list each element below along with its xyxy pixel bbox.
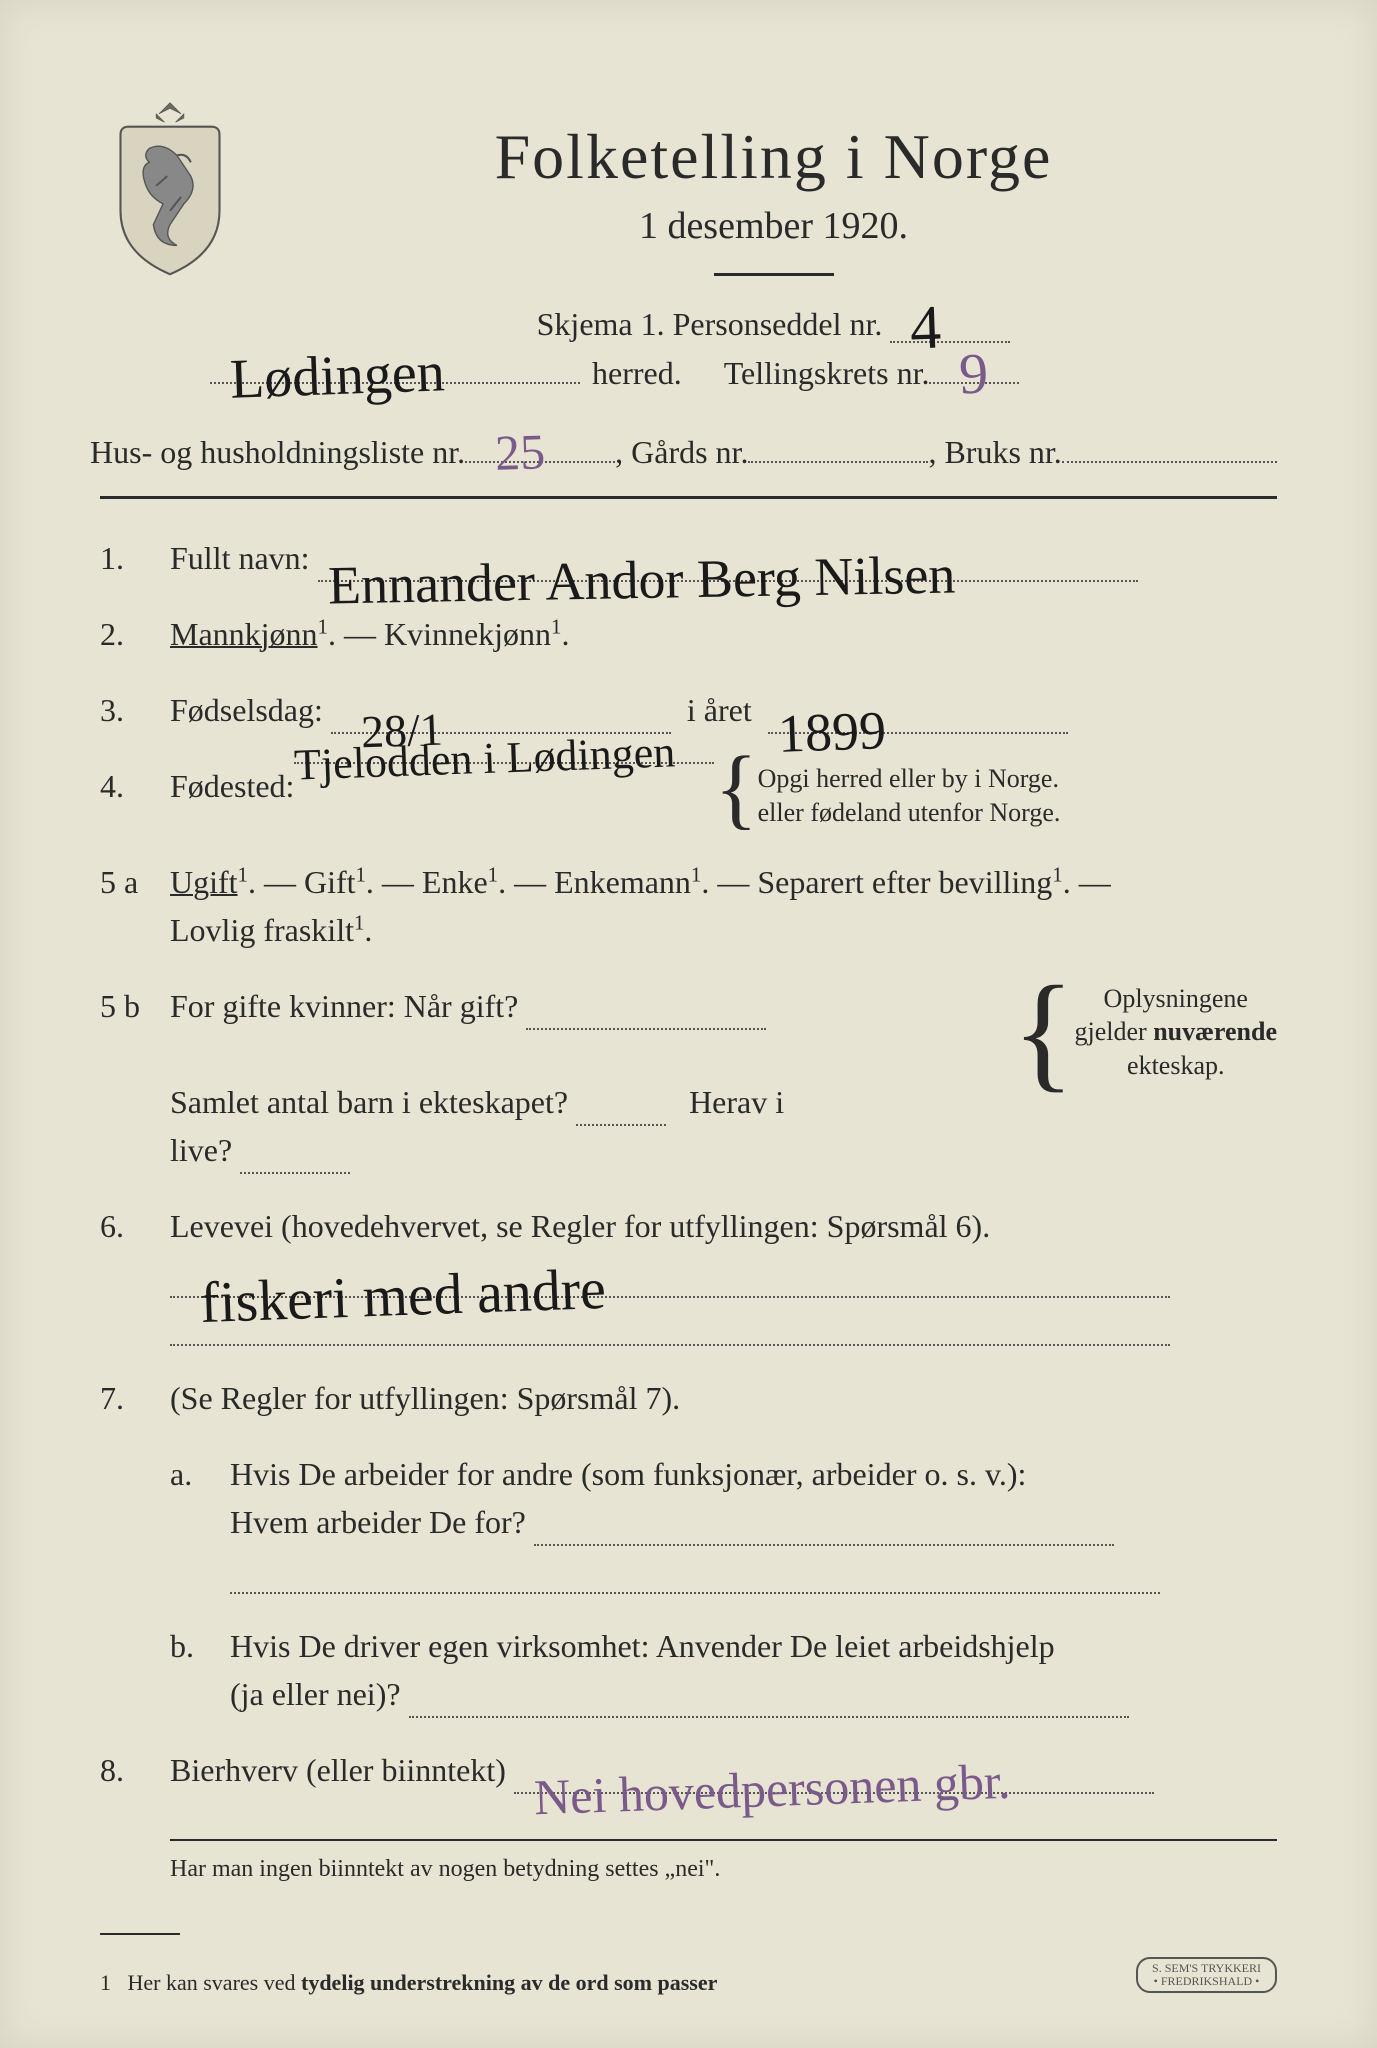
q7a-line1: Hvis De arbeider for andre (som funksjon…	[230, 1456, 1026, 1492]
q6-row: 6. Levevei (hovedehvervet, se Regler for…	[100, 1202, 1277, 1346]
q5b-line2: Samlet antal barn i ekteskapet?	[170, 1084, 568, 1120]
meta-row-3: Hus- og husholdningsliste nr. 25 , Gårds…	[90, 434, 1277, 471]
q5a-num: 5 a	[100, 858, 160, 906]
q5a-gift: Gift	[304, 864, 356, 900]
q2-row: 2. Mannkjønn1. — Kvinnekjønn1.	[100, 610, 1277, 658]
q3-num: 3.	[100, 686, 160, 734]
main-title: Folketelling i Norge	[270, 120, 1277, 194]
q6-value: fiskeri med andre	[199, 1245, 608, 1346]
q5a-ugift: Ugift	[170, 864, 238, 900]
meta-row-2: Lødingen herred. Tellingskrets nr. 9	[270, 355, 1277, 392]
q7-row: 7. (Se Regler for utfyllingen: Spørsmål …	[100, 1374, 1277, 1422]
tellingskrets-label: Tellingskrets nr.	[724, 355, 930, 392]
q7a-row: a. Hvis De arbeider for andre (som funks…	[100, 1450, 1277, 1594]
divider-main	[100, 496, 1277, 499]
footnote-rule-1	[170, 1839, 1277, 1841]
q7b-row: b. Hvis De driver egen virksomhet: Anven…	[100, 1622, 1277, 1718]
personseddel-nr: 4	[909, 292, 942, 364]
header: Folketelling i Norge 1 desember 1920. Sk…	[100, 120, 1277, 404]
q3-row: 3. Fødselsdag: 28/1 i året 1899	[100, 686, 1277, 734]
q4-num: 4.	[100, 762, 160, 810]
q7a-letter: a.	[170, 1450, 192, 1498]
q5a-fraskilt: Lovlig fraskilt	[170, 912, 354, 948]
q5b-line1: For gifte kvinner: Når gift?	[170, 988, 518, 1024]
gards-label: , Gårds nr.	[615, 434, 748, 471]
q1-num: 1.	[100, 534, 160, 582]
printer-stamp: S. SEM'S TRYKKERI • FREDRIKSHALD •	[1136, 1957, 1277, 1993]
q8-value: Nei hovedpersonen gbr.	[533, 1743, 1012, 1835]
q5a-enkemann: Enkemann	[554, 864, 691, 900]
footnote-2: 1 Her kan svares ved tydelig understrekn…	[100, 1970, 1277, 1996]
q7-label: (Se Regler for utfyllingen: Spørsmål 7).	[170, 1380, 680, 1416]
q8-row: 8. Bierhverv (eller biinntekt) Nei hoved…	[100, 1746, 1277, 1794]
q7b-line1: Hvis De driver egen virksomhet: Anvender…	[230, 1628, 1055, 1664]
q4-label: Fødested:	[170, 762, 294, 810]
q4-row: 4. Fødested: Tjelodden i Lødingen { Opgi…	[100, 762, 1277, 830]
short-rule	[100, 1933, 180, 1935]
q6-label: Levevei (hovedehvervet, se Regler for ut…	[170, 1208, 990, 1244]
date-line: 1 desember 1920.	[270, 204, 1277, 248]
title-block: Folketelling i Norge 1 desember 1920. Sk…	[270, 120, 1277, 404]
q4-note: Opgi herred eller by i Norge. eller føde…	[758, 762, 1061, 830]
skjema-label: Skjema 1. Personseddel nr.	[537, 306, 883, 342]
q2-num: 2.	[100, 610, 160, 658]
q3-label: Fødselsdag:	[170, 692, 323, 728]
husliste-label: Hus- og husholdningsliste nr.	[90, 434, 465, 471]
q5a-separert: Separert efter bevilling	[757, 864, 1052, 900]
q5a-row: 5 a Ugift1. — Gift1. — Enke1. — Enkemann…	[100, 858, 1277, 954]
herred-label: herred.	[592, 355, 682, 392]
q7b-line2: (ja eller nei)?	[230, 1676, 401, 1712]
coat-of-arms-icon	[100, 100, 240, 280]
q8-label: Bierhverv (eller biinntekt)	[170, 1752, 506, 1788]
q5b-note-group: { Oplysningene gjelder nuværende ekteska…	[1012, 982, 1277, 1083]
husliste-nr: 25	[494, 422, 546, 482]
q8-num: 8.	[100, 1746, 160, 1794]
brace-icon: {	[714, 762, 757, 816]
herred-value: Lødingen	[229, 340, 446, 411]
q5b-row: 5 b For gifte kvinner: Når gift? Samlet …	[100, 982, 1277, 1174]
q5a-enke: Enke	[422, 864, 488, 900]
q1-row: 1. Fullt navn: Ennander Andor Berg Nilse…	[100, 534, 1277, 582]
q7a-line2: Hvem arbeider De for?	[230, 1504, 526, 1540]
q5b-note: Oplysningene gjelder nuværende ekteskap.	[1075, 982, 1277, 1083]
meta-row-1: Skjema 1. Personseddel nr. 4	[270, 306, 1277, 343]
q1-label: Fullt navn:	[170, 540, 310, 576]
bruks-label: , Bruks nr.	[928, 434, 1061, 471]
q7b-letter: b.	[170, 1622, 194, 1670]
q7-num: 7.	[100, 1374, 160, 1422]
census-form-page: Folketelling i Norge 1 desember 1920. Sk…	[0, 0, 1377, 2048]
q5b-num: 5 b	[100, 982, 160, 1030]
q4-value: Tjelodden i Lødingen	[293, 719, 676, 798]
q6-num: 6.	[100, 1202, 160, 1250]
q2-kvinne: Kvinnekjønn	[384, 616, 551, 652]
q2-mann: Mannkjønn	[170, 616, 318, 652]
brace-icon: {	[1012, 993, 1074, 1071]
q3-year-label: i året	[687, 692, 752, 728]
footnote-1: Har man ingen biinntekt av nogen betydni…	[170, 1856, 1277, 1883]
title-rule	[714, 273, 834, 276]
tellingskrets-nr: 9	[958, 340, 989, 408]
